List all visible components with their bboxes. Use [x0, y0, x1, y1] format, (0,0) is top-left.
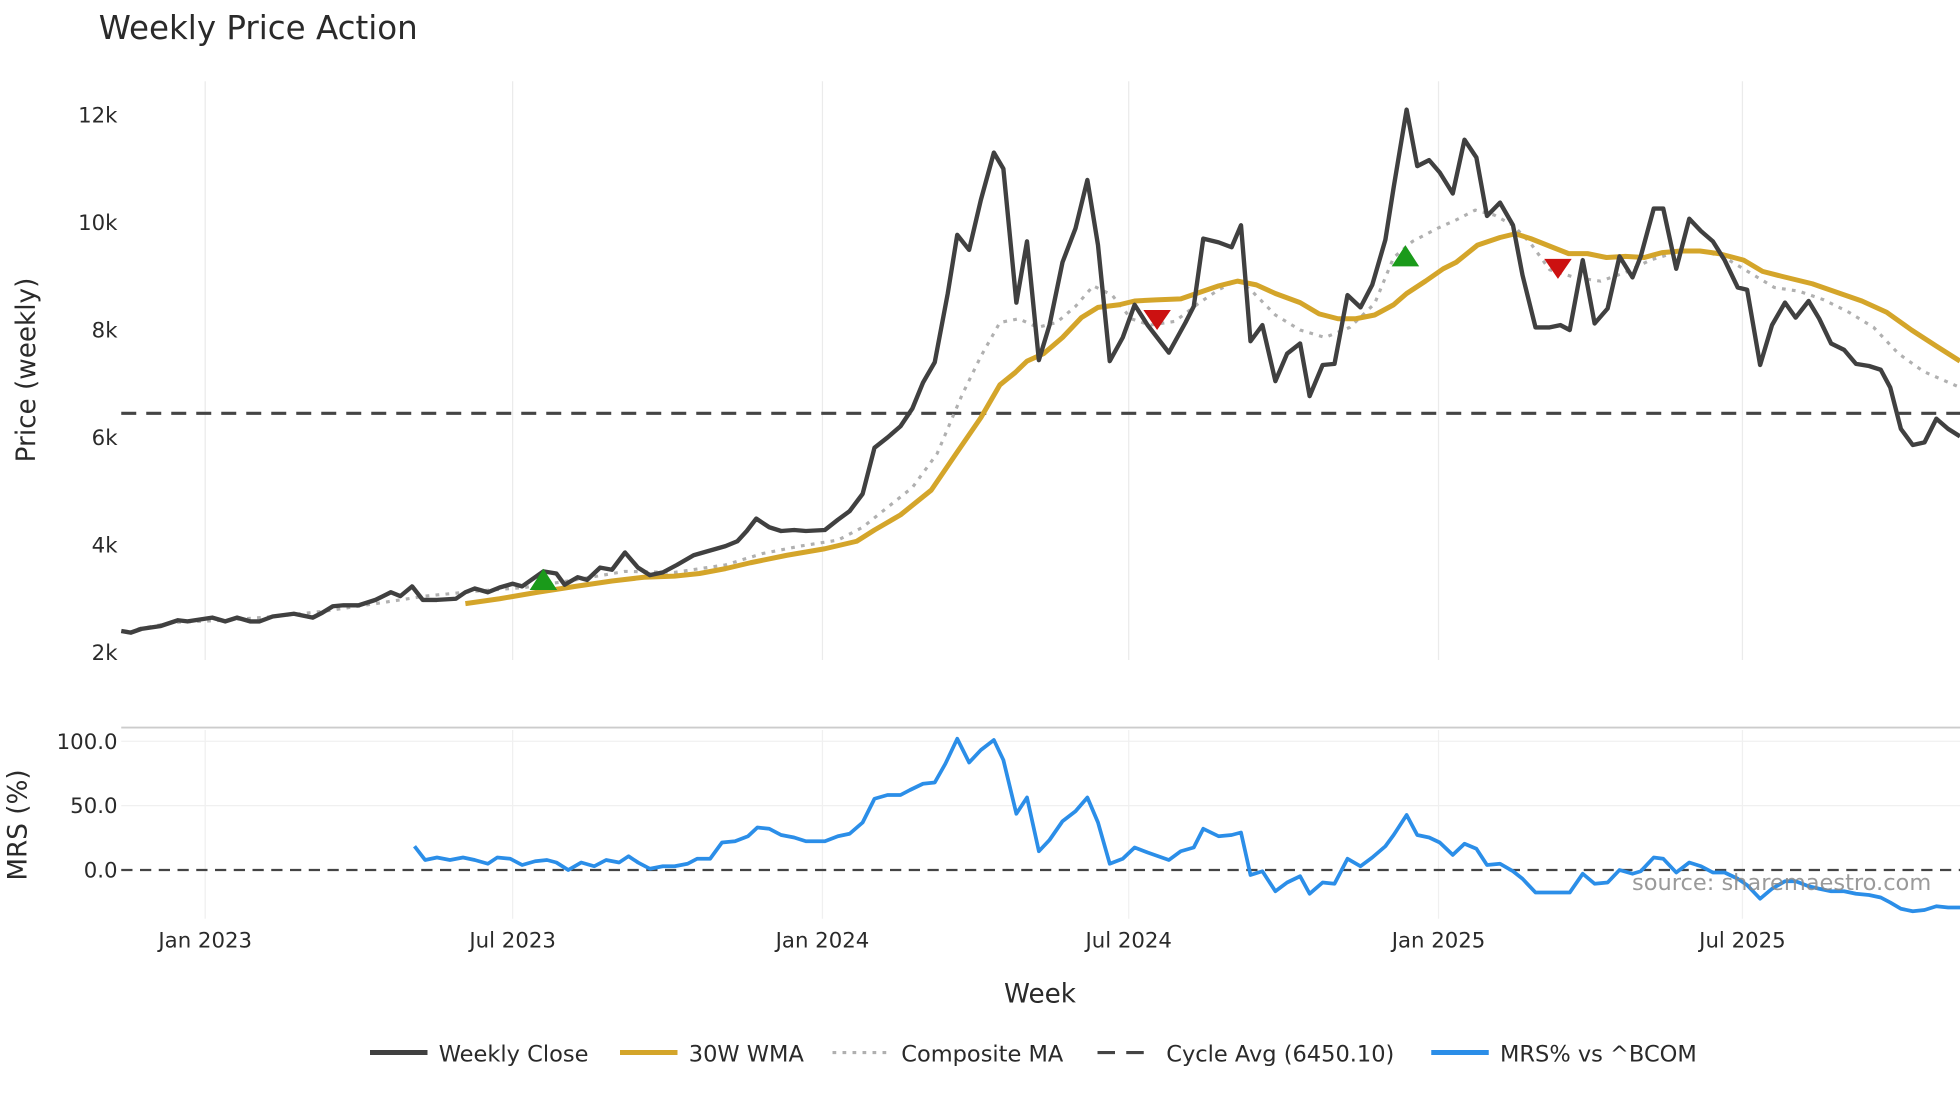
mrs-y-axis-title: MRS (%) [3, 769, 33, 880]
price-y-ticks: 2k 4k 6k 8k 10k 12k [78, 104, 118, 667]
chart-title: Weekly Price Action [99, 9, 418, 47]
price-y-tick-label: 8k [92, 319, 119, 344]
wma-30w-line [465, 234, 1960, 604]
legend-item-label: 30W WMA [689, 1041, 805, 1067]
legend-item-label: Cycle Avg (6450.10) [1166, 1041, 1394, 1067]
price-plot [121, 110, 1960, 633]
legend-item-label: Weekly Close [439, 1041, 589, 1067]
price-y-tick-label: 4k [92, 534, 119, 559]
price-y-axis-title: Price (weekly) [12, 278, 42, 463]
x-tick-label: Jan 2024 [774, 929, 870, 954]
mrs-y-tick-label: 100.0 [57, 730, 118, 755]
price-y-tick-label: 10k [78, 211, 118, 236]
legend: Weekly Close 30W WMA Composite MA Cycle Avg… [370, 1041, 1697, 1067]
source-note: source: sharemaestro.com [1632, 870, 1931, 896]
x-axis-title: Week [1004, 980, 1077, 1010]
x-tick-label: Jan 2025 [1390, 929, 1486, 954]
price-y-tick-label: 2k [92, 641, 119, 666]
x-tick-label: Jan 2023 [156, 929, 252, 954]
x-tick-label: Jul 2024 [1083, 929, 1171, 954]
weekly-close-line [121, 110, 1960, 633]
legend-item-label: Composite MA [901, 1041, 1064, 1067]
x-tick-label: Jul 2025 [1697, 929, 1785, 954]
price-y-tick-label: 12k [78, 104, 118, 129]
composite-ma-line [138, 210, 1960, 629]
mrs-y-ticks: 0.0 50.0 100.0 [57, 730, 118, 884]
legend-item-label: MRS% vs ^BCOM [1500, 1041, 1697, 1067]
mrs-y-tick-label: 50.0 [70, 794, 117, 819]
x-tick-label: Jul 2023 [467, 929, 555, 954]
x-ticks: Jan 2023 Jul 2023 Jan 2024 Jul 2024 Jan 2025… [156, 929, 1785, 954]
price-y-tick-label: 6k [92, 426, 119, 451]
mrs-y-tick-label: 0.0 [84, 859, 118, 884]
